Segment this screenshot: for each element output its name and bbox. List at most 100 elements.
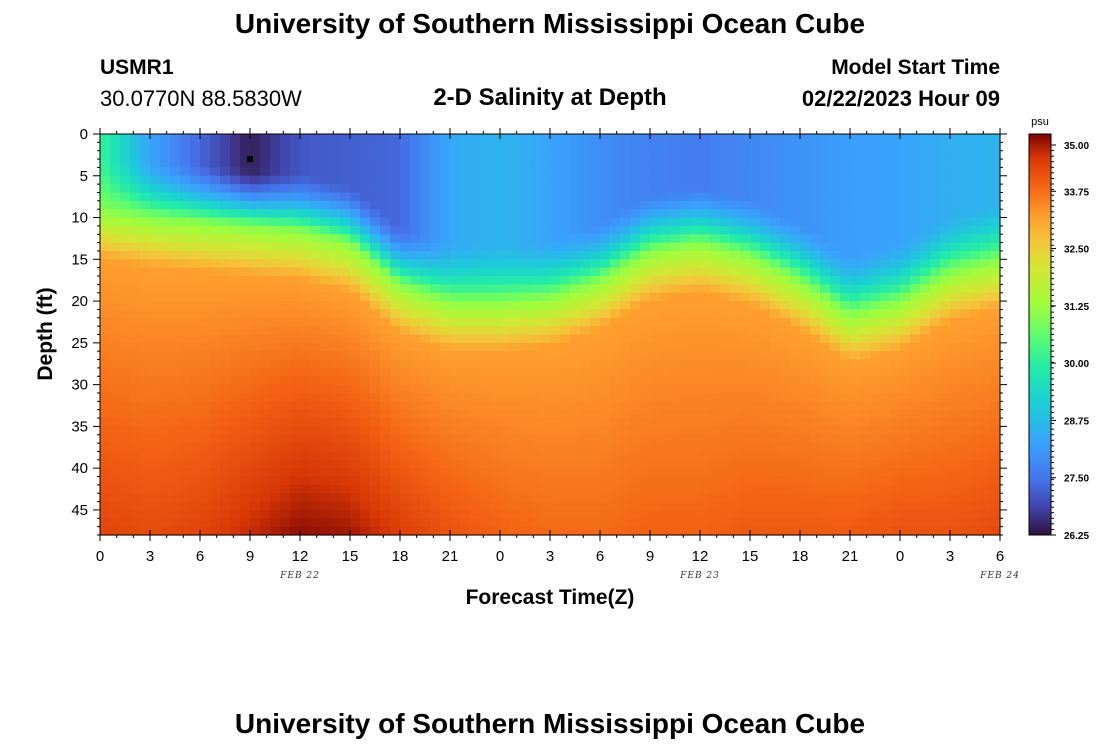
heatmap-cell bbox=[540, 518, 551, 528]
heatmap-cell bbox=[960, 509, 971, 519]
heatmap-cell bbox=[470, 225, 481, 235]
heatmap-cell bbox=[830, 401, 841, 411]
heatmap-cell bbox=[460, 426, 471, 436]
heatmap-cell bbox=[890, 159, 901, 169]
heatmap-cell bbox=[280, 276, 291, 285]
heatmap-cell bbox=[370, 217, 381, 227]
heatmap-cell bbox=[140, 267, 151, 277]
heatmap-cell bbox=[390, 334, 401, 344]
heatmap-cell bbox=[720, 267, 731, 277]
heatmap-cell bbox=[280, 509, 291, 519]
heatmap-cell bbox=[500, 426, 511, 436]
heatmap-cell bbox=[180, 200, 191, 210]
heatmap-cell bbox=[530, 250, 541, 260]
heatmap-cell bbox=[340, 134, 351, 143]
heatmap-cell bbox=[250, 526, 261, 536]
heatmap-cell bbox=[850, 200, 861, 210]
heatmap-cell bbox=[220, 250, 231, 260]
heatmap-cell bbox=[990, 443, 1001, 453]
heatmap-cell bbox=[540, 476, 551, 486]
heatmap-cell bbox=[770, 518, 781, 528]
heatmap-cell bbox=[840, 276, 851, 285]
heatmap-cell bbox=[490, 292, 501, 302]
heatmap-cell bbox=[710, 175, 721, 185]
heatmap-cell bbox=[930, 234, 941, 244]
heatmap-cell bbox=[430, 484, 441, 494]
heatmap-cell bbox=[660, 351, 671, 361]
heatmap-cell bbox=[690, 476, 701, 486]
heatmap-cell bbox=[420, 509, 431, 519]
heatmap-cell bbox=[910, 192, 921, 202]
heatmap-cell bbox=[300, 418, 311, 427]
heatmap-cell bbox=[310, 392, 321, 402]
heatmap-cell bbox=[200, 209, 211, 219]
heatmap-cell bbox=[460, 342, 471, 352]
heatmap-cell bbox=[650, 267, 661, 277]
heatmap-cell bbox=[210, 301, 221, 311]
heatmap-cell bbox=[970, 459, 981, 469]
heatmap-cell bbox=[470, 242, 481, 252]
heatmap-cell bbox=[750, 142, 761, 152]
heatmap-cell bbox=[230, 284, 241, 294]
heatmap-cell bbox=[390, 225, 401, 235]
heatmap-cell bbox=[110, 209, 121, 219]
heatmap-cell bbox=[360, 384, 371, 394]
heatmap-cell bbox=[270, 259, 281, 269]
heatmap-cell bbox=[770, 484, 781, 494]
heatmap-cell bbox=[250, 426, 261, 436]
heatmap-cell bbox=[890, 267, 901, 277]
heatmap-cell bbox=[370, 493, 381, 503]
heatmap-cell bbox=[630, 209, 641, 219]
heatmap-cell bbox=[590, 167, 601, 177]
heatmap-cell bbox=[190, 200, 201, 210]
heatmap-cell bbox=[390, 476, 401, 486]
heatmap-cell bbox=[480, 134, 491, 143]
heatmap-cell bbox=[180, 292, 191, 302]
heatmap-cell bbox=[760, 326, 771, 336]
heatmap-cell bbox=[650, 192, 661, 202]
heatmap-cell bbox=[120, 192, 131, 202]
heatmap-cell bbox=[850, 292, 861, 302]
heatmap-cell bbox=[340, 518, 351, 528]
heatmap-cell bbox=[480, 418, 491, 427]
heatmap-cell bbox=[640, 376, 651, 386]
heatmap-cell bbox=[300, 409, 311, 419]
heatmap-cell bbox=[260, 276, 271, 285]
heatmap-cell bbox=[470, 468, 481, 478]
heatmap-cell bbox=[390, 150, 401, 160]
heatmap-cell bbox=[930, 367, 941, 377]
heatmap-cell bbox=[850, 468, 861, 478]
heatmap-cell bbox=[860, 359, 871, 369]
heatmap-cell bbox=[990, 376, 1001, 386]
heatmap-cell bbox=[820, 317, 831, 327]
heatmap-cell bbox=[490, 342, 501, 352]
heatmap-cell bbox=[190, 192, 201, 202]
heatmap-cell bbox=[730, 159, 741, 169]
heatmap-cell bbox=[110, 200, 121, 210]
heatmap-cell bbox=[250, 476, 261, 486]
heatmap-cell bbox=[720, 359, 731, 369]
heatmap-cell bbox=[420, 359, 431, 369]
heatmap-cell bbox=[800, 367, 811, 377]
heatmap-cell bbox=[850, 401, 861, 411]
heatmap-cell bbox=[170, 276, 181, 285]
heatmap-cell bbox=[240, 351, 251, 361]
heatmap-cell bbox=[960, 359, 971, 369]
heatmap-cell bbox=[410, 509, 421, 519]
heatmap-cell bbox=[860, 434, 871, 444]
heatmap-cell bbox=[280, 242, 291, 252]
heatmap-cell bbox=[860, 192, 871, 202]
heatmap-cell bbox=[410, 150, 421, 160]
heatmap-cell bbox=[600, 284, 611, 294]
heatmap-cell bbox=[120, 259, 131, 269]
heatmap-cell bbox=[660, 401, 671, 411]
heatmap-cell bbox=[650, 509, 661, 519]
heatmap-cell bbox=[470, 150, 481, 160]
heatmap-cell bbox=[510, 384, 521, 394]
heatmap-cell bbox=[910, 250, 921, 260]
heatmap-cell bbox=[430, 159, 441, 169]
heatmap-cell bbox=[210, 418, 221, 427]
heatmap-cell bbox=[680, 509, 691, 519]
heatmap-cell bbox=[230, 250, 241, 260]
